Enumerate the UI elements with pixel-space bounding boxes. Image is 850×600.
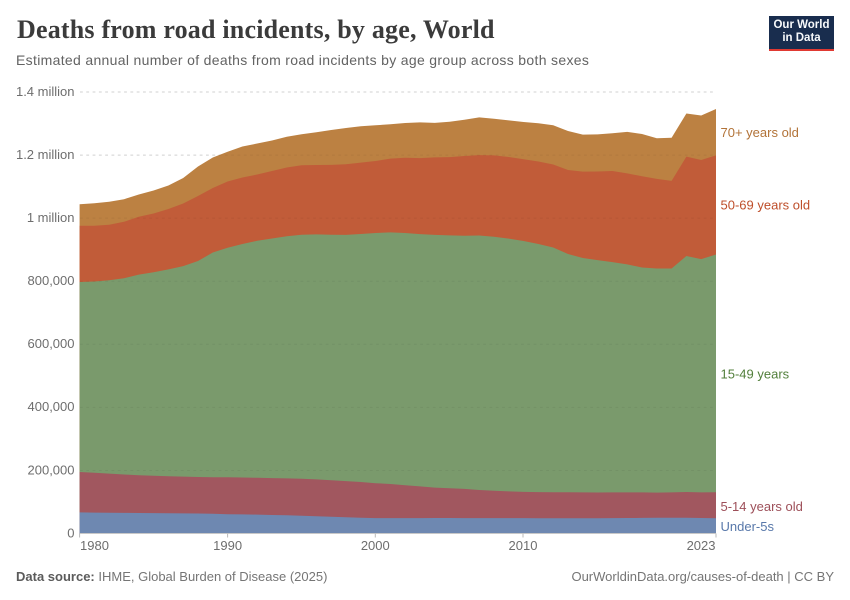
svg-text:Under-5s: Under-5s (721, 519, 775, 534)
svg-text:2010: 2010 (509, 538, 538, 553)
svg-text:600,000: 600,000 (28, 336, 75, 351)
svg-text:70+ years old: 70+ years old (721, 125, 799, 140)
svg-text:400,000: 400,000 (28, 399, 75, 414)
svg-text:0: 0 (67, 525, 74, 540)
svg-text:2000: 2000 (361, 538, 390, 553)
svg-text:50-69 years old: 50-69 years old (721, 198, 811, 213)
svg-text:200,000: 200,000 (28, 462, 75, 477)
svg-text:15-49 years: 15-49 years (721, 367, 790, 382)
svg-text:1980: 1980 (80, 538, 109, 553)
svg-text:2023: 2023 (687, 538, 716, 553)
svg-text:1990: 1990 (213, 538, 242, 553)
svg-text:1.4 million: 1.4 million (16, 84, 75, 99)
svg-text:5-14 years old: 5-14 years old (721, 499, 803, 514)
svg-text:1 million: 1 million (27, 210, 75, 225)
svg-text:1.2 million: 1.2 million (16, 147, 75, 162)
svg-text:800,000: 800,000 (28, 273, 75, 288)
